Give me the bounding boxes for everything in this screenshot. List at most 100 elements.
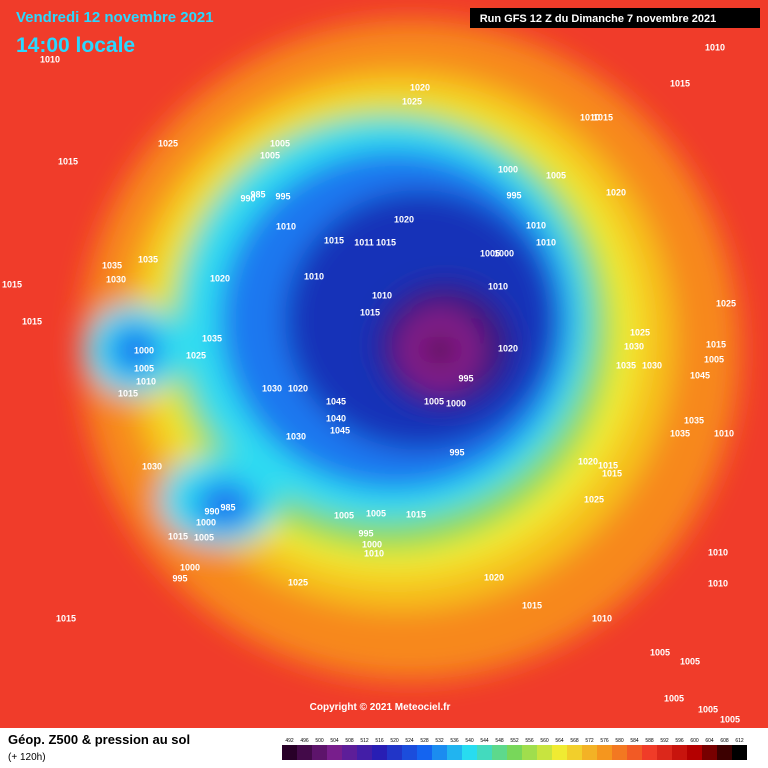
isobar-label: 1010 — [714, 428, 734, 438]
isobar-label: 1005 — [134, 363, 154, 373]
isobar-label: 1005 — [260, 150, 280, 160]
isobar-label: 1035 — [102, 260, 122, 270]
isobar-label: 1045 — [326, 396, 346, 406]
scale-label: 540 — [465, 738, 474, 744]
scale-label: 564 — [555, 738, 564, 744]
isobar-label: 985 — [250, 189, 265, 199]
scale-label: 600 — [690, 738, 699, 744]
scale-swatch — [717, 745, 732, 760]
scale-label: 604 — [705, 738, 714, 744]
isobar-label: 1020 — [498, 343, 518, 353]
scale-swatch — [582, 745, 597, 760]
scale-label: 560 — [540, 738, 549, 744]
isobar-label: 1000 — [180, 562, 200, 572]
isobar-label: 1005 — [650, 647, 670, 657]
isobar-label: 1000 — [446, 398, 466, 408]
scale-label: 504 — [330, 738, 339, 744]
isobar-label: 1010 — [488, 281, 508, 291]
isobar-label: 1010 — [526, 220, 546, 230]
isobar-label: 1030 — [286, 431, 306, 441]
scale-label: 568 — [570, 738, 579, 744]
scale-swatch — [567, 745, 582, 760]
isobar-label: 1040 — [326, 413, 346, 423]
isobar-label: 1000 — [494, 248, 514, 258]
scale-label: 508 — [345, 738, 354, 744]
scale-swatch — [687, 745, 702, 760]
isobar-label: 1045 — [330, 425, 350, 435]
isobar-label: 1035 — [202, 333, 222, 343]
scale-label: 496 — [300, 738, 309, 744]
isobar-label: 1015 — [598, 460, 618, 470]
scale-swatch — [447, 745, 462, 760]
isobar-label: 1010 — [136, 376, 156, 386]
isobar-label: 1035 — [670, 428, 690, 438]
isobar-label: 1015 — [56, 613, 76, 623]
isobar-label: 1010 — [536, 237, 556, 247]
scale-label: 524 — [405, 738, 414, 744]
isobar-label: 1035 — [616, 360, 636, 370]
scale-label: 612 — [735, 738, 744, 744]
isobar-label: 1015 — [58, 156, 78, 166]
isobar-label: 995 — [172, 573, 187, 583]
isobar-label: 1015 — [522, 600, 542, 610]
scale-label: 584 — [630, 738, 639, 744]
isobar-label: 1000 — [196, 517, 216, 527]
isobar-label: 1025 — [158, 138, 178, 148]
isobar-label: 1011 — [354, 237, 374, 247]
scale-label: 500 — [315, 738, 324, 744]
scale-swatch — [657, 745, 672, 760]
isobar-label: 1025 — [288, 577, 308, 587]
isobar-label: 1005 — [546, 170, 566, 180]
isobar-label: 1015 — [168, 531, 188, 541]
isobar-label: 1005 — [194, 532, 214, 542]
isobar-label: 1005 — [366, 508, 386, 518]
isobar-label: 1015 — [22, 316, 42, 326]
isobar-label: 995 — [506, 190, 521, 200]
scale-label: 520 — [390, 738, 399, 744]
scale-label: 596 — [675, 738, 684, 744]
scale-label: 588 — [645, 738, 654, 744]
isobar-label: 1030 — [142, 461, 162, 471]
scale-swatch — [732, 745, 747, 760]
isobar-label: 1020 — [410, 82, 430, 92]
isobar-label: 1025 — [584, 494, 604, 504]
isobar-label: 1015 — [406, 509, 426, 519]
isobar-label: 1005 — [704, 354, 724, 364]
isobar-label: 1035 — [138, 254, 158, 264]
isobar-label: 1010 — [304, 271, 324, 281]
scale-label: 544 — [480, 738, 489, 744]
scale-label: 512 — [360, 738, 369, 744]
isobar-label: 1010 — [592, 613, 612, 623]
isobar-label: 1030 — [106, 274, 126, 284]
isobar-label: 1015 — [706, 339, 726, 349]
isobar-label: 990 — [204, 506, 219, 516]
isobar-label: 1015 — [324, 235, 344, 245]
isobar-label: 1005 — [270, 138, 290, 148]
isobar-label: 1015 — [376, 237, 396, 247]
scale-label: 552 — [510, 738, 519, 744]
isobar-label: 1010 — [276, 221, 296, 231]
scale-label: 592 — [660, 738, 669, 744]
legend-subtitle: (+ 120h) — [8, 752, 46, 763]
scale-swatch — [597, 745, 612, 760]
scale-label: 576 — [600, 738, 609, 744]
isobar-label: 995 — [449, 447, 464, 457]
scale-swatch — [537, 745, 552, 760]
scale-label: 532 — [435, 738, 444, 744]
scale-swatch — [312, 745, 327, 760]
isobar-label: 1015 — [670, 78, 690, 88]
isobar-label: 1015 — [593, 112, 613, 122]
isobar-label: 1015 — [602, 468, 622, 478]
scale-swatch — [642, 745, 657, 760]
isobar-label: 1045 — [690, 370, 710, 380]
isobar-label: 1010 — [708, 547, 728, 557]
isobar-label: 990 — [240, 193, 255, 203]
isobar-label: 1000 — [134, 345, 154, 355]
isobar-label: 1025 — [630, 327, 650, 337]
scale-label: 580 — [615, 738, 624, 744]
scale-label: 572 — [585, 738, 594, 744]
isobar-label: 1015 — [118, 388, 138, 398]
isobar-label: 1005 — [698, 704, 718, 714]
isobar-label: 1010 — [372, 290, 392, 300]
isobar-label: 1025 — [186, 350, 206, 360]
